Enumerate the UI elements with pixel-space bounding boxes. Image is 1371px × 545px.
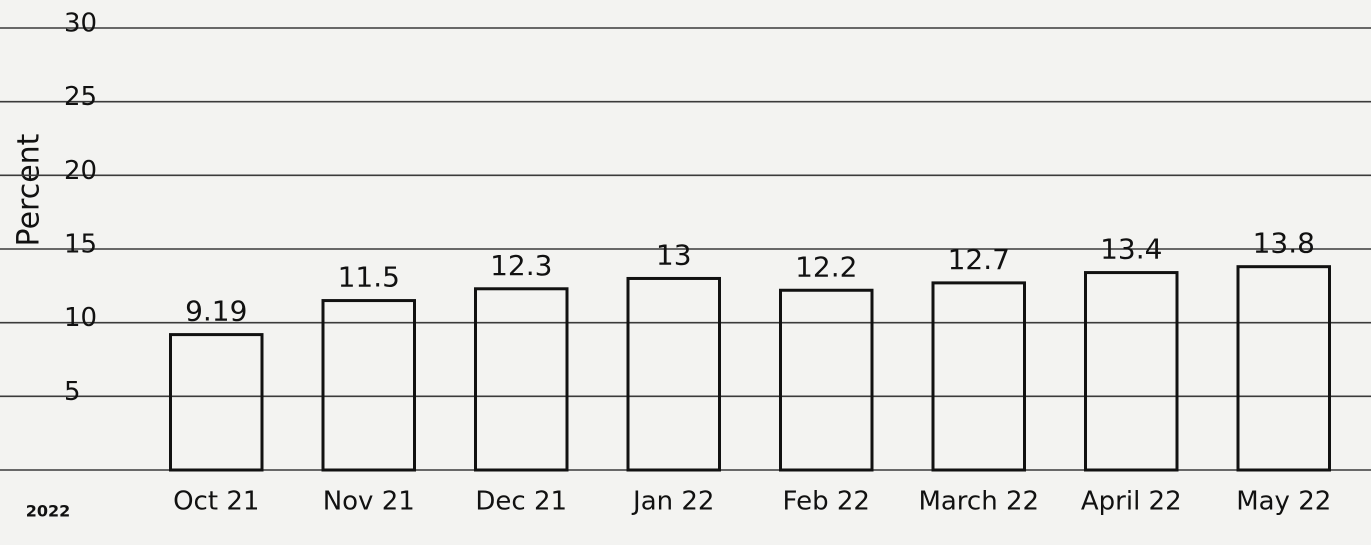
x-tick-label: March 22 — [918, 487, 1039, 517]
y-axis-title: Percent — [12, 133, 47, 246]
value-label: 12.7 — [948, 243, 1010, 276]
value-label: 11.5 — [338, 261, 400, 294]
y-tick-label: 25 — [64, 82, 97, 112]
y-tick-label: 30 — [64, 9, 97, 39]
y-tick-label: 20 — [64, 156, 97, 186]
y-tick-label: 15 — [64, 230, 97, 260]
value-label: 12.3 — [490, 249, 552, 282]
value-label: 13.4 — [1100, 233, 1162, 266]
corner-label: 2022 — [26, 502, 71, 521]
bar — [931, 281, 1026, 472]
x-tick-label: Dec 21 — [475, 487, 567, 517]
x-tick-label: April 22 — [1081, 487, 1182, 517]
x-tick-label: Oct 21 — [173, 487, 259, 517]
value-label: 9.19 — [185, 295, 247, 328]
value-label: 13 — [656, 238, 692, 271]
value-label: 13.8 — [1253, 227, 1315, 260]
bar — [1084, 271, 1179, 472]
bar — [626, 276, 721, 472]
bar — [779, 288, 874, 472]
x-tick-label: Feb 22 — [783, 487, 870, 517]
x-tick-label: Jan 22 — [631, 487, 714, 517]
y-tick-label: 10 — [64, 303, 97, 333]
value-label: 12.2 — [795, 250, 857, 283]
bar — [169, 333, 264, 472]
bar — [321, 299, 416, 472]
bar — [1236, 265, 1331, 472]
bar — [474, 287, 569, 472]
y-tick-label: 5 — [64, 377, 81, 407]
x-tick-label: May 22 — [1236, 487, 1331, 517]
x-tick-label: Nov 21 — [323, 487, 415, 517]
